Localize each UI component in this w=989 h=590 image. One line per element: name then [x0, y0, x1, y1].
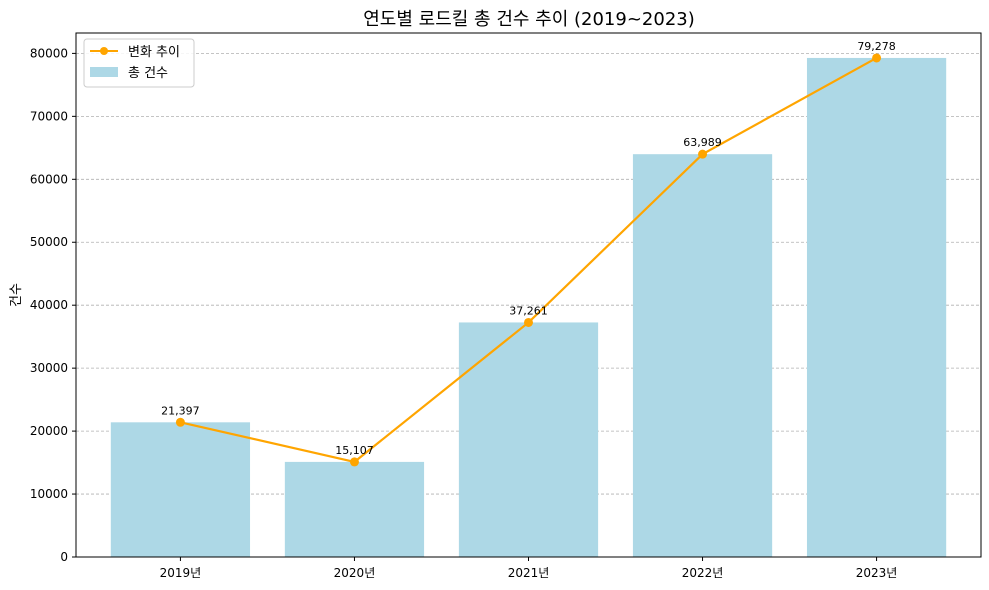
data-label: 37,261 [509, 304, 548, 317]
data-label: 21,397 [161, 404, 200, 417]
trend-point [698, 149, 708, 159]
x-tick-label: 2019년 [160, 566, 202, 580]
y-tick-label: 20000 [30, 424, 68, 438]
x-tick-label: 2022년 [682, 566, 724, 580]
y-tick-label: 50000 [30, 235, 68, 249]
y-tick-label: 80000 [30, 46, 68, 60]
legend-entry-total: 총 건수 [128, 66, 168, 81]
x-tick-label: 2021년 [508, 566, 550, 580]
data-label: 15,107 [335, 444, 374, 457]
y-tick-label: 40000 [30, 298, 68, 312]
trend-point [175, 417, 185, 427]
legend: 변화 추이 총 건수 [83, 38, 195, 88]
bar [458, 322, 599, 557]
trend-point [349, 457, 359, 467]
y-tick-label: 30000 [30, 361, 68, 375]
bars [110, 57, 947, 558]
y-tick-label: 60000 [30, 172, 68, 186]
x-tick-label: 2023년 [856, 566, 898, 580]
chart-title: 연도별 로드킬 총 건수 추이 (2019~2023) [363, 9, 695, 30]
bar [284, 461, 425, 557]
bar [806, 57, 947, 558]
data-label: 79,278 [857, 40, 896, 53]
data-label: 63,989 [683, 136, 722, 149]
x-axis-ticks: 2019년 2020년 2021년 2022년 2023년 [160, 557, 898, 580]
y-axis-label: 건수 [9, 283, 24, 307]
y-tick-label: 0 [60, 550, 68, 564]
trend-line [175, 53, 882, 467]
legend-bar-swatch [90, 67, 118, 77]
legend-marker-swatch [100, 47, 108, 55]
trend-point [524, 317, 533, 327]
y-axis-ticks: 0 10000 20000 30000 40000 50000 60000 70000 8000… [30, 46, 76, 564]
data-labels: 21,397 15,107 37,261 63,989 79,278 [161, 40, 896, 457]
bar [632, 154, 773, 557]
bar [110, 422, 251, 557]
legend-entry-trend: 변화 추이 [128, 45, 180, 60]
y-tick-label: 10000 [30, 487, 68, 501]
x-tick-label: 2020년 [334, 566, 376, 580]
y-tick-label: 70000 [30, 109, 68, 123]
trend-point [872, 53, 882, 63]
